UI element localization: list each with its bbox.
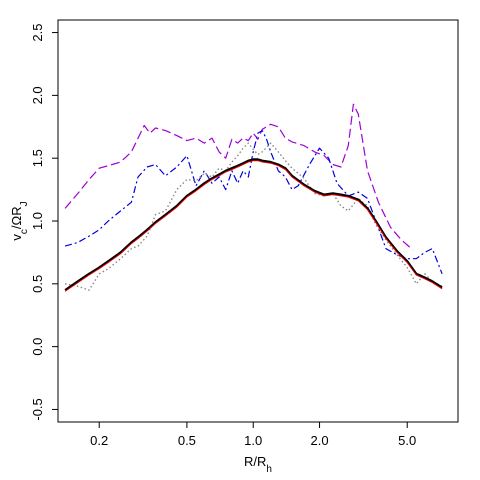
y-axis-label: vc/ΩRJ bbox=[9, 201, 30, 240]
x-axis-label: R/Rh bbox=[244, 454, 272, 475]
x-axis-label-subscript: h bbox=[266, 464, 272, 475]
x-tick-label: 1.0 bbox=[244, 433, 262, 448]
y-tick-label: 2.0 bbox=[30, 86, 45, 104]
x-axis: 0.2 0.5 1.0 2.0 5.0 bbox=[90, 422, 416, 448]
y-axis: -0.5 0.0 0.5 1.0 1.5 2.0 2.5 bbox=[30, 24, 58, 421]
series-line-5 bbox=[64, 160, 443, 292]
y-axis-label-j: J bbox=[19, 201, 30, 206]
x-axis-label-base: R/R bbox=[244, 454, 266, 469]
x-tick-label: 2.0 bbox=[311, 433, 329, 448]
series-line-2 bbox=[64, 130, 443, 275]
series-line-1 bbox=[64, 103, 414, 251]
series-layer bbox=[64, 103, 443, 292]
y-tick-label: 1.5 bbox=[30, 149, 45, 167]
y-axis-label-mid: /ΩR bbox=[9, 206, 24, 229]
y-tick-label: 0.0 bbox=[30, 338, 45, 356]
x-tick-label: 5.0 bbox=[398, 433, 416, 448]
y-axis-label-v: v bbox=[9, 234, 24, 241]
y-tick-label: -0.5 bbox=[30, 398, 45, 420]
series-line-4 bbox=[64, 158, 443, 292]
y-tick-label: 2.5 bbox=[30, 24, 45, 42]
y-tick-label: 1.0 bbox=[30, 212, 45, 230]
x-tick-label: 0.2 bbox=[90, 433, 108, 448]
y-tick-label: 0.5 bbox=[30, 275, 45, 293]
y-axis-label-c: c bbox=[19, 229, 30, 234]
x-tick-label: 0.5 bbox=[178, 433, 196, 448]
